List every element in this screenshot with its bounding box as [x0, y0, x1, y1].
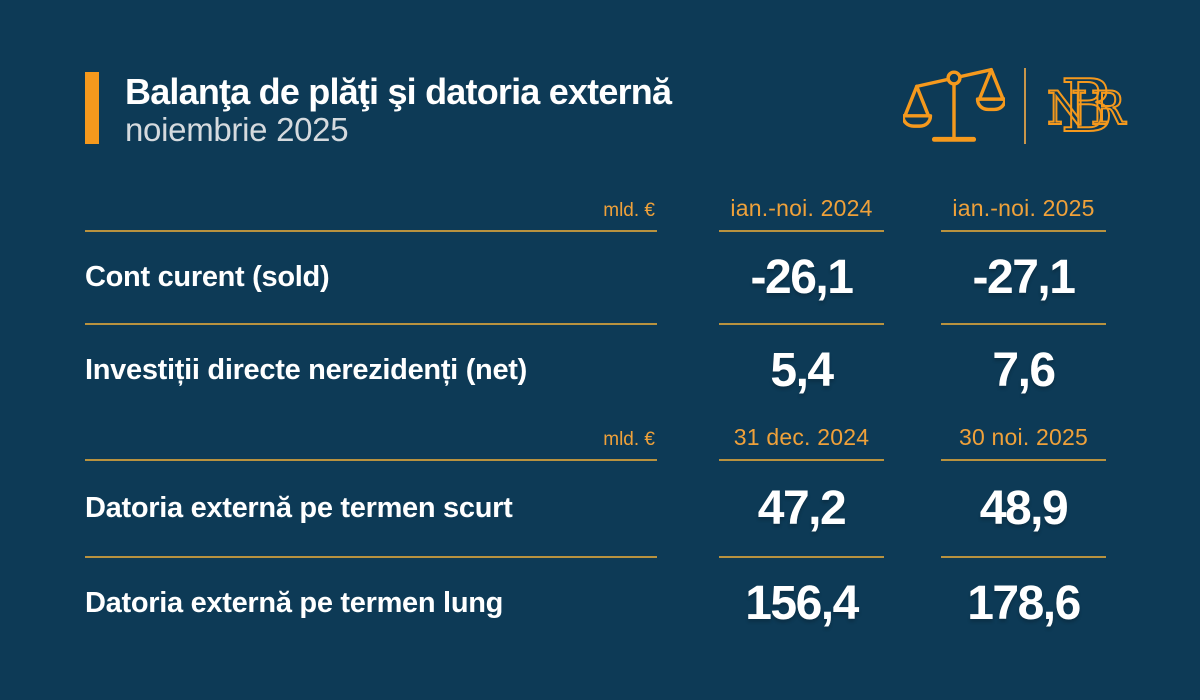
- title-block: Balanţa de plăţi şi datoria externă noie…: [125, 71, 672, 148]
- bnr-logo-icon: B N R: [1046, 64, 1128, 148]
- balance-scales-icon: [903, 67, 1005, 142]
- row-label: Datoria externă pe termen scurt: [85, 491, 513, 524]
- page-subtitle: noiembrie 2025: [125, 111, 349, 148]
- value-cell: 48,9: [979, 481, 1069, 535]
- value-cell: 178,6: [967, 576, 1081, 630]
- value-cell: 156,4: [745, 576, 859, 630]
- row-label: Investiții directe nerezidenți (net): [85, 353, 528, 386]
- title-accent-bar: [85, 72, 99, 144]
- table-row-investitii-directe: Investiții directe nerezidenți (net) 5,4…: [85, 324, 1106, 416]
- brand-block: B N R: [903, 60, 1129, 152]
- value-cell: 7,6: [992, 343, 1056, 397]
- data-table: mld. € ian.-noi. 2024 ian.-noi. 2025 Con…: [85, 192, 1106, 649]
- table-header-row-debt: mld. € 31 dec. 2024 30 noi. 2025: [85, 416, 1106, 461]
- unit-label: mld. €: [85, 429, 657, 461]
- logo-letter: B: [1061, 64, 1114, 148]
- value-cell: 5,4: [770, 343, 834, 397]
- column-header-31-dec-2024: 31 dec. 2024: [719, 424, 884, 461]
- logo-letter: R: [1091, 81, 1127, 135]
- table-row-cont-curent: Cont curent (sold) -26,1 -27,1: [85, 232, 1106, 325]
- column-header-30-noi-2025: 30 noi. 2025: [941, 424, 1106, 461]
- row-label: Cont curent (sold): [85, 260, 330, 293]
- column-header-ian-noi-2024: ian.-noi. 2024: [719, 195, 884, 232]
- table-row-datoria-lung: Datoria externă pe termen lung 156,4 178…: [85, 557, 1106, 649]
- unit-label: mld. €: [85, 200, 657, 232]
- row-label: Datoria externă pe termen lung: [85, 586, 504, 619]
- logo-letter: N: [1047, 81, 1087, 135]
- table-row-datoria-scurt: Datoria externă pe termen scurt 47,2 48,…: [85, 461, 1106, 558]
- value-cell: -27,1: [972, 250, 1076, 304]
- value-cell: -26,1: [750, 250, 854, 304]
- value-cell: 47,2: [757, 481, 847, 535]
- page-title: Balanţa de plăţi şi datoria externă: [125, 71, 672, 112]
- header: Balanţa de plăţi şi datoria externă noie…: [85, 71, 672, 148]
- column-header-ian-noi-2025: ian.-noi. 2025: [941, 195, 1106, 232]
- table-header-row-flows: mld. € ian.-noi. 2024 ian.-noi. 2025: [85, 192, 1106, 232]
- brand-divider: [1024, 68, 1026, 144]
